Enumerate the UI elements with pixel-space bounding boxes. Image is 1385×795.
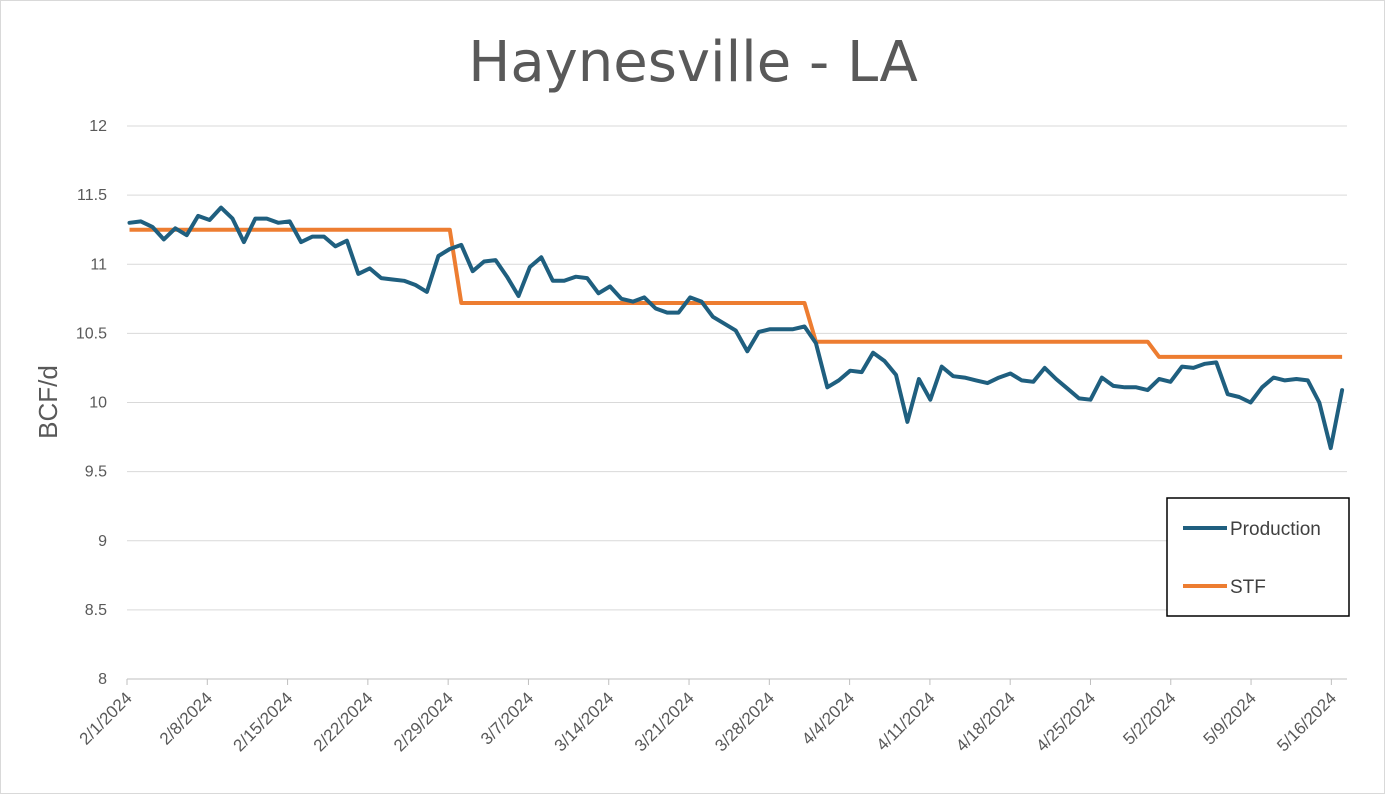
- series-lines: [127, 205, 1345, 451]
- x-tick-label: 3/14/2024: [551, 688, 618, 755]
- x-tick-label: 2/1/2024: [76, 688, 136, 748]
- x-tick-label: 3/21/2024: [631, 688, 698, 755]
- y-tick-label: 9.5: [85, 464, 107, 481]
- y-tick-label: 8.5: [85, 602, 107, 619]
- x-tick-label: 4/4/2024: [798, 688, 858, 748]
- legend: Production STF: [1166, 497, 1350, 617]
- x-tick-label: 2/15/2024: [229, 688, 296, 755]
- x-tick-label: 2/8/2024: [156, 688, 216, 748]
- legend-label-production: Production: [1230, 519, 1321, 540]
- y-tick-label: 12: [89, 118, 107, 135]
- series-line-stf: [129, 227, 1343, 359]
- x-tick-label: 2/22/2024: [310, 688, 377, 755]
- y-tick-label: 8: [98, 671, 107, 688]
- x-tick-label: 4/25/2024: [1032, 688, 1099, 755]
- y-tick-label: 10: [89, 395, 107, 412]
- y-tick-label: 11.5: [77, 187, 107, 204]
- x-tick-label: 4/18/2024: [952, 688, 1019, 755]
- y-tick-label: 11: [90, 256, 107, 273]
- y-tick-label: 10.5: [76, 325, 107, 342]
- y-tick-labels: 8 8.5 9 9.5 10 10.5 11 11.5 12: [76, 118, 107, 688]
- x-tick-label: 4/11/2024: [873, 688, 939, 754]
- x-tick-label: 5/16/2024: [1273, 688, 1340, 755]
- y-tick-label: 9: [98, 533, 107, 550]
- x-axis: [126, 678, 1347, 685]
- x-tick-label: 5/9/2024: [1200, 688, 1260, 748]
- x-tick-label: 5/2/2024: [1119, 688, 1179, 748]
- x-tick-labels: 2/1/2024 2/8/2024 2/15/2024 2/22/2024 2/29/2…: [76, 688, 1341, 755]
- series-line-production: [127, 205, 1345, 451]
- x-tick-label: 2/29/2024: [390, 688, 457, 755]
- chart-title: Haynesville - LA: [468, 30, 918, 95]
- x-tick-label: 3/28/2024: [711, 688, 778, 755]
- legend-label-stf: STF: [1230, 577, 1266, 598]
- x-tick-label: 3/7/2024: [477, 688, 537, 748]
- gridlines: [127, 125, 1347, 611]
- y-axis-label: BCF/d: [33, 365, 63, 439]
- legend-box: [1166, 497, 1350, 617]
